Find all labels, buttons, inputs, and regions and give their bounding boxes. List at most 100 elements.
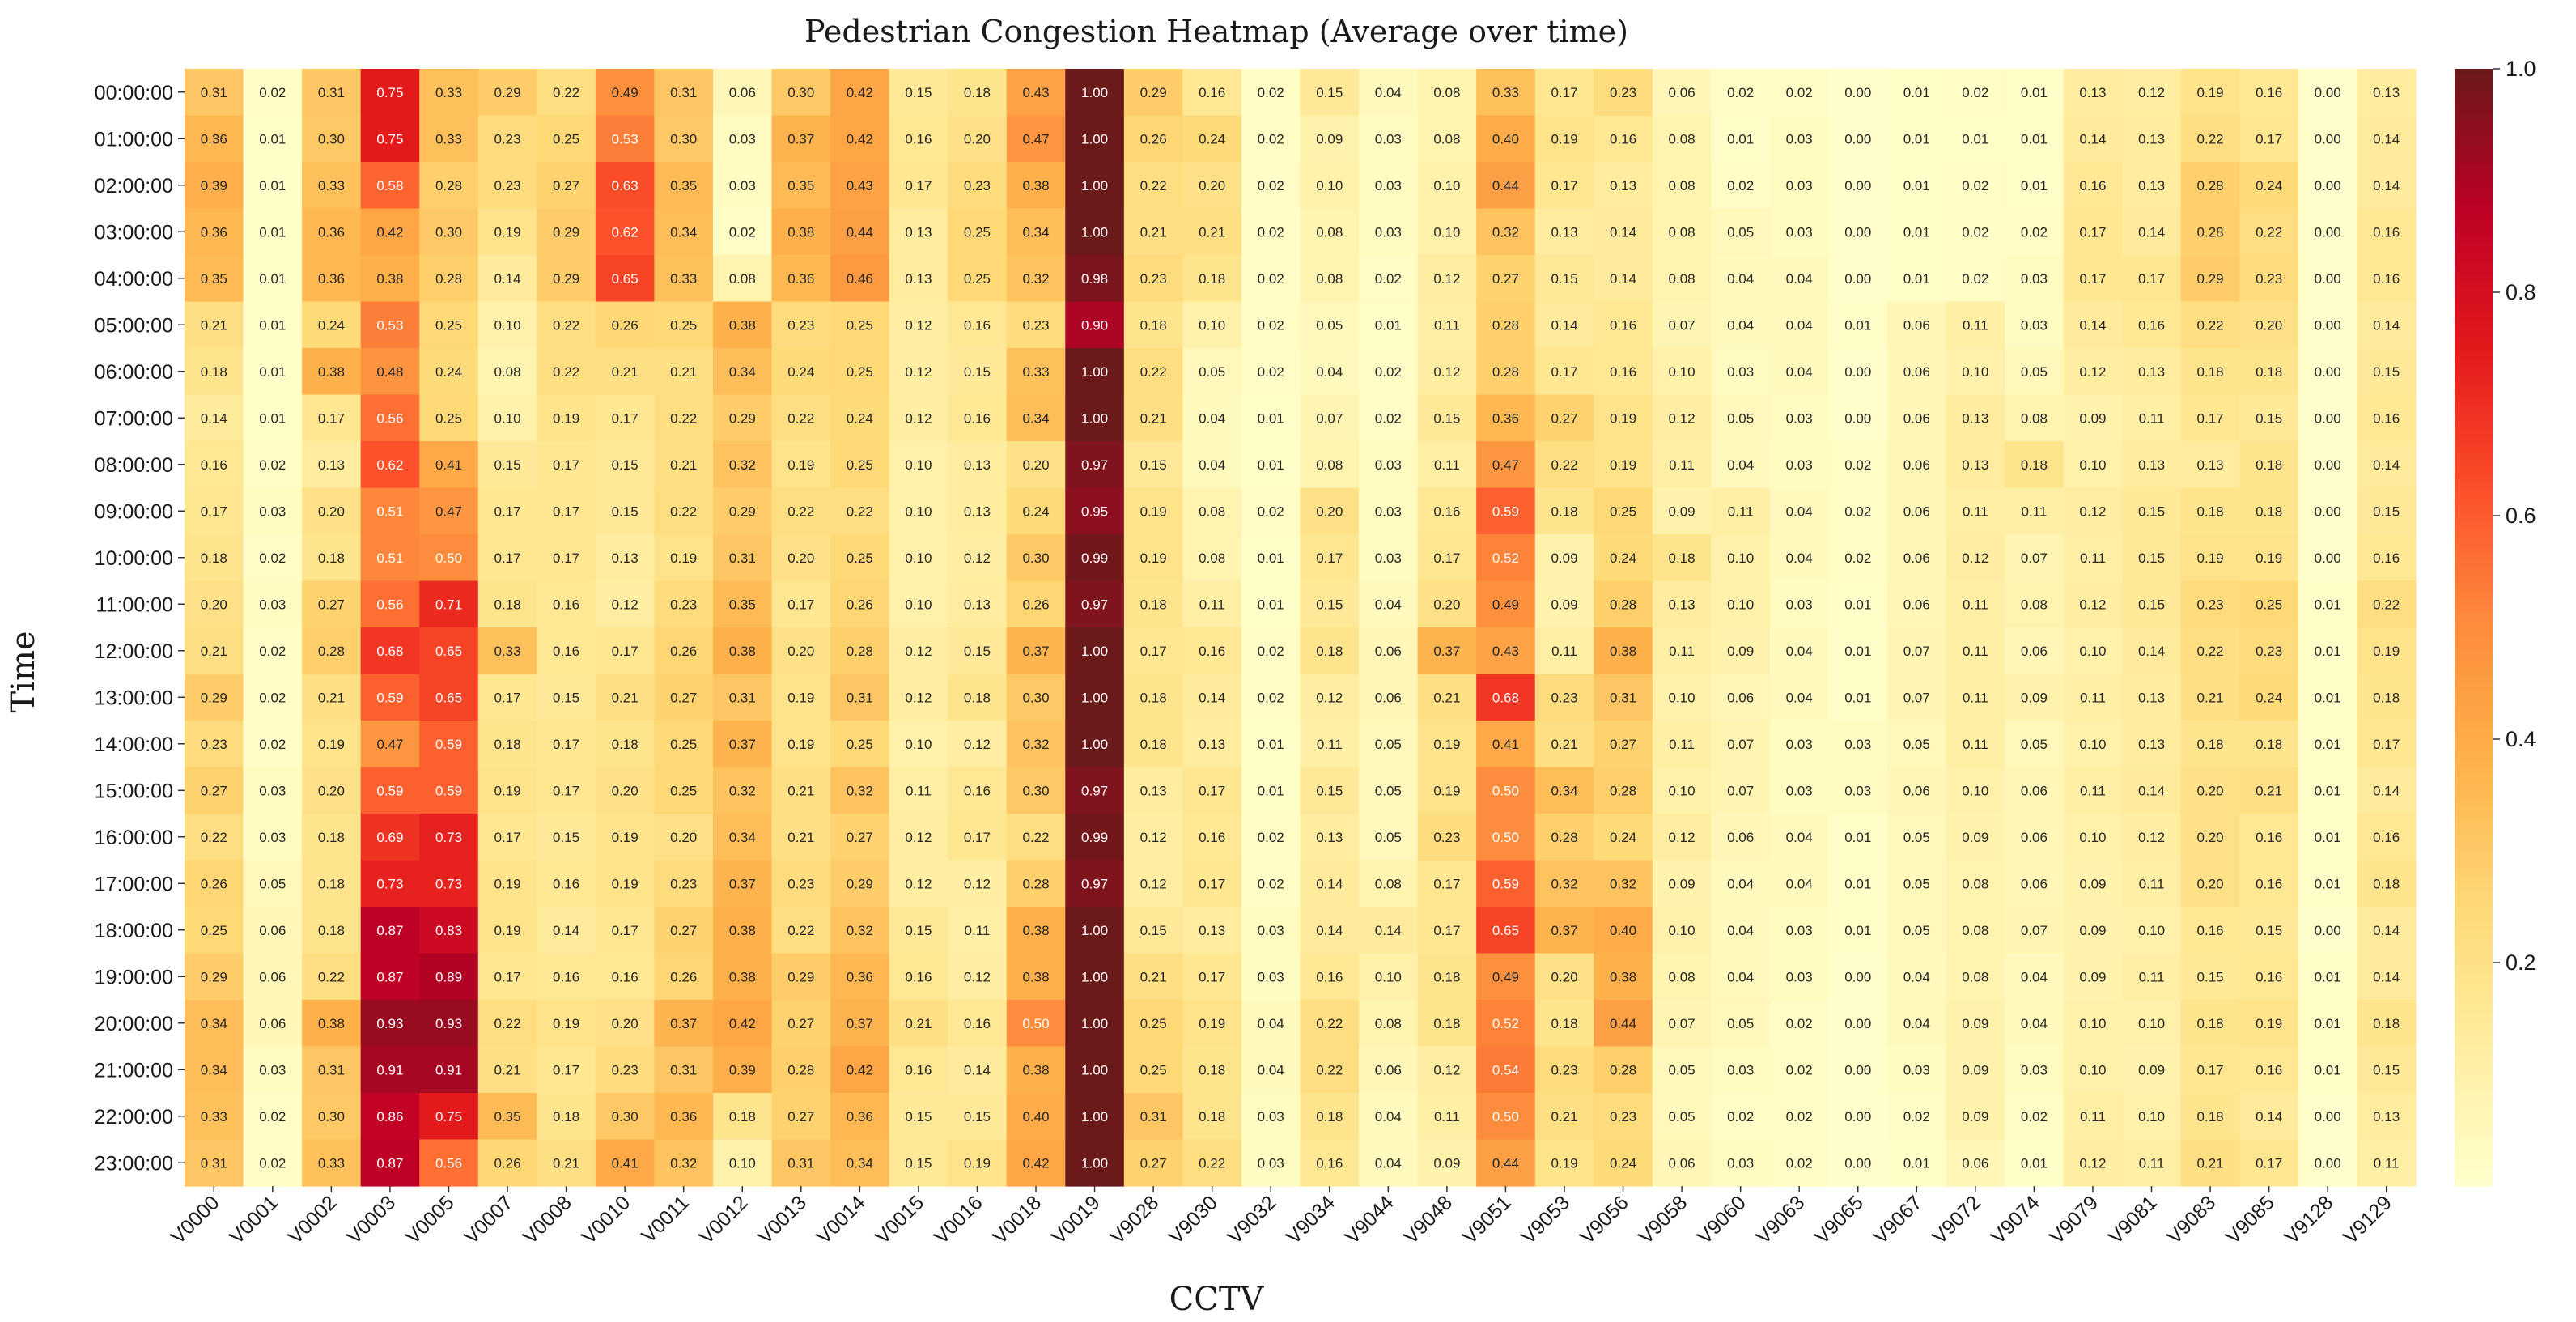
heatmap-cell bbox=[1946, 1000, 2005, 1048]
cell-value-label: 0.07 bbox=[1903, 644, 1930, 659]
heatmap-cell bbox=[243, 115, 303, 163]
x-tick-label: V9083 bbox=[2162, 1191, 2220, 1248]
heatmap-cell bbox=[948, 441, 1008, 489]
cell-value-label: 0.17 bbox=[553, 504, 579, 519]
heatmap-cell bbox=[243, 953, 303, 1001]
colorbar-segment bbox=[2455, 359, 2493, 366]
cell-value-label: 0.02 bbox=[1727, 178, 1754, 193]
cell-value-label: 0.15 bbox=[1316, 597, 1343, 612]
cell-value-label: 0.19 bbox=[1551, 1155, 1577, 1171]
heatmap-cell bbox=[2180, 162, 2240, 210]
heatmap-cell bbox=[1359, 208, 1419, 256]
cell-value-label: 0.15 bbox=[964, 644, 991, 659]
cell-value-label: 0.16 bbox=[964, 410, 991, 426]
cell-value-label: 0.13 bbox=[612, 550, 639, 566]
heatmap-cell bbox=[1711, 907, 1771, 954]
cell-value-label: 0.68 bbox=[1492, 690, 1519, 705]
heatmap-cell bbox=[1828, 394, 1888, 442]
y-tick-label: 22:00:00 bbox=[95, 1106, 173, 1129]
heatmap-cell bbox=[712, 534, 773, 582]
y-tick-label: 16:00:00 bbox=[95, 827, 173, 849]
cell-value-label: 0.11 bbox=[1963, 690, 1988, 705]
cell-value-label: 0.29 bbox=[2197, 271, 2224, 287]
heatmap-cell bbox=[2180, 115, 2240, 163]
colorbar-segment bbox=[2455, 638, 2493, 645]
cell-value-label: 0.17 bbox=[905, 178, 932, 193]
cell-value-label: 0.75 bbox=[376, 131, 403, 147]
heatmap-cell bbox=[948, 534, 1008, 582]
cell-value-label: 0.10 bbox=[1669, 783, 1695, 798]
heatmap-cell bbox=[2005, 1000, 2065, 1048]
cell-value-label: 0.16 bbox=[553, 969, 579, 984]
cell-value-label: 0.11 bbox=[2139, 969, 2165, 984]
colorbar-segment bbox=[2455, 158, 2493, 164]
heatmap-cell bbox=[2298, 208, 2358, 256]
heatmap-cell bbox=[1711, 255, 1771, 303]
y-tick-label: 20:00:00 bbox=[95, 1013, 173, 1035]
cell-value-label: 0.11 bbox=[1669, 737, 1695, 752]
heatmap-cell bbox=[360, 1046, 420, 1094]
cell-value-label: 0.19 bbox=[1140, 504, 1167, 519]
heatmap-cell bbox=[830, 534, 890, 582]
cell-value-label: 0.02 bbox=[1375, 364, 1402, 380]
heatmap-cell bbox=[1241, 487, 1301, 535]
heatmap-cell bbox=[1476, 860, 1536, 908]
heatmap-cell bbox=[948, 767, 1008, 814]
cell-value-label: 0.10 bbox=[2079, 644, 2106, 659]
heatmap-cell bbox=[2239, 907, 2299, 954]
colorbar-segment bbox=[2455, 152, 2493, 159]
heatmap-cell bbox=[1594, 907, 1653, 954]
cell-value-label: 0.28 bbox=[787, 1062, 814, 1078]
cell-value-label: 0.73 bbox=[376, 876, 403, 891]
heatmap-cell bbox=[712, 394, 773, 442]
colorbar-segment bbox=[2455, 761, 2493, 768]
colorbar-segment bbox=[2455, 414, 2493, 422]
cell-value-label: 0.41 bbox=[612, 1155, 639, 1171]
cell-value-label: 0.11 bbox=[2139, 1155, 2165, 1171]
cell-value-label: 0.01 bbox=[259, 271, 286, 287]
cell-value-label: 0.10 bbox=[494, 317, 520, 333]
heatmap-cell bbox=[537, 115, 596, 163]
heatmap-cell bbox=[1417, 1000, 1477, 1048]
heatmap-cell bbox=[771, 1000, 831, 1048]
cell-value-label: 0.23 bbox=[1551, 690, 1577, 705]
colorbar-segment bbox=[2455, 331, 2493, 338]
heatmap-cell bbox=[1300, 487, 1360, 535]
cell-value-label: 0.75 bbox=[376, 85, 403, 100]
cell-value-label: 0.03 bbox=[1844, 783, 1871, 798]
cell-value-label: 0.15 bbox=[1140, 923, 1167, 938]
heatmap-cell bbox=[1476, 1046, 1536, 1094]
heatmap-cell bbox=[419, 441, 479, 489]
heatmap-cell bbox=[477, 1000, 537, 1048]
cell-value-label: 0.03 bbox=[1258, 969, 1284, 984]
cell-value-label: 0.32 bbox=[1551, 876, 1577, 891]
colorbar-segment bbox=[2455, 1029, 2493, 1036]
cell-value-label: 0.40 bbox=[1610, 923, 1636, 938]
cell-value-label: 0.12 bbox=[1669, 830, 1695, 845]
heatmap-cell bbox=[419, 487, 479, 535]
heatmap-cell bbox=[1594, 301, 1653, 349]
cell-value-label: 0.08 bbox=[1375, 876, 1402, 891]
heatmap-cell bbox=[1182, 814, 1242, 861]
heatmap-cell bbox=[2298, 814, 2358, 861]
heatmap-cell bbox=[654, 534, 714, 582]
cell-value-label: 0.01 bbox=[1903, 131, 1930, 147]
colorbar-segment bbox=[2455, 308, 2493, 316]
cell-value-label: 0.21 bbox=[1140, 410, 1167, 426]
heatmap-cell bbox=[654, 814, 714, 861]
heatmap-cell bbox=[537, 721, 596, 768]
cell-value-label: 0.22 bbox=[2197, 131, 2224, 147]
cell-value-label: 0.18 bbox=[2373, 876, 2400, 891]
cell-value-label: 0.16 bbox=[2373, 410, 2400, 426]
cell-value-label: 0.39 bbox=[201, 178, 227, 193]
colorbar-segment bbox=[2455, 219, 2493, 226]
heatmap-cell bbox=[2122, 1139, 2182, 1187]
heatmap-cell bbox=[1594, 860, 1653, 908]
cell-value-label: 0.36 bbox=[201, 224, 227, 240]
heatmap-cell bbox=[419, 953, 479, 1001]
heatmap-cell bbox=[1417, 907, 1477, 954]
heatmap-cell bbox=[2239, 115, 2299, 163]
heatmap-cell bbox=[1417, 627, 1477, 675]
heatmap-cell bbox=[1946, 580, 2005, 628]
cell-value-label: 0.06 bbox=[2021, 876, 2048, 891]
